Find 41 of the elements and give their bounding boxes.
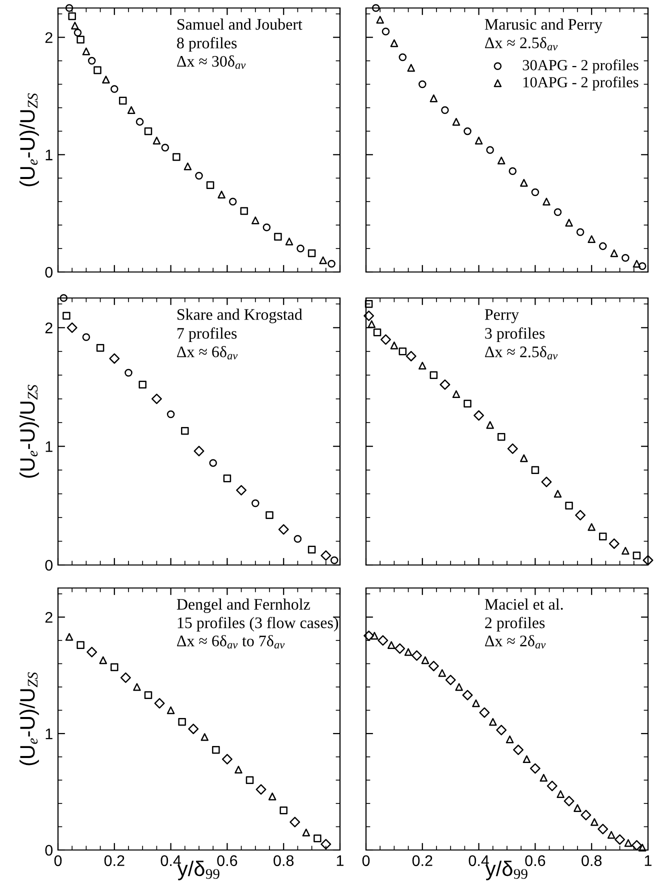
x-tick-label: 0: [362, 855, 370, 866]
y-axis-title: (U$_{e}$-U)/U$_{ZS}$: [20, 93, 39, 186]
annotation: Δx ≈ 2.5δ$_{av}$: [485, 346, 558, 360]
annotation: Δx ≈ 6δ$_{av}$: [177, 346, 238, 360]
x-tick-label: 0.2: [412, 855, 432, 866]
y-tick-label: 1: [46, 150, 52, 160]
x-tick-label: 0.8: [274, 855, 294, 866]
x-tick-label: 0.6: [525, 855, 546, 866]
y-tick-label: 2: [45, 612, 52, 623]
annotation: Δx ≈ 30δ$_{av}$: [177, 55, 246, 69]
y-tick-label: 1: [46, 441, 52, 452]
x-tick-label: 1: [644, 855, 652, 866]
annotation: 3 profiles: [485, 327, 545, 342]
annotation: 15 profiles (3 flow cases): [178, 616, 338, 632]
annotation: Perry: [484, 309, 519, 324]
annotation: Δx ≈ 6δ$_{av}$ to 7δ$_{av}$: [177, 635, 285, 649]
annotation: 2 profiles: [485, 616, 545, 632]
y-tick-label: 1: [46, 728, 52, 740]
annotation: Dengel and Fernholz: [176, 598, 310, 614]
annotation: Δx ≈ 2δ$_{av}$: [485, 635, 546, 649]
x-tick-label: 0.6: [217, 855, 238, 866]
y-tick-label: 2: [45, 322, 52, 334]
annotation: 7 profiles: [177, 327, 237, 342]
legend-label: 30APG - 2 profiles: [522, 59, 638, 74]
x-tick-label: 0.8: [582, 855, 602, 866]
y-tick-label: 0: [45, 844, 53, 856]
legend-label: 10APG - 2 profiles: [523, 76, 638, 90]
annotation: Marusic and Perry: [484, 18, 602, 34]
x-tick-label: 1: [336, 855, 344, 866]
annotation: Δx ≈ 2.5δ$_{av}$: [485, 36, 558, 50]
annotation: 8 profiles: [177, 37, 237, 52]
x-tick-label: 0.2: [104, 855, 124, 866]
y-tick-label: 0: [45, 560, 53, 571]
y-tick-label: 0: [45, 266, 53, 278]
y-axis-title: (U$_{e}$-U)/U$_{ZS}$: [20, 672, 39, 766]
y-axis-title: (U$_{e}$-U)/U$_{ZS}$: [20, 384, 39, 478]
x-tick-label: 0: [54, 855, 62, 866]
annotation: Maciel et al.: [484, 598, 563, 610]
y-tick-label: 2: [45, 32, 52, 43]
annotation: Skare and Krogstad: [178, 308, 302, 324]
annotation: Samuel and Joubert: [178, 18, 302, 30]
